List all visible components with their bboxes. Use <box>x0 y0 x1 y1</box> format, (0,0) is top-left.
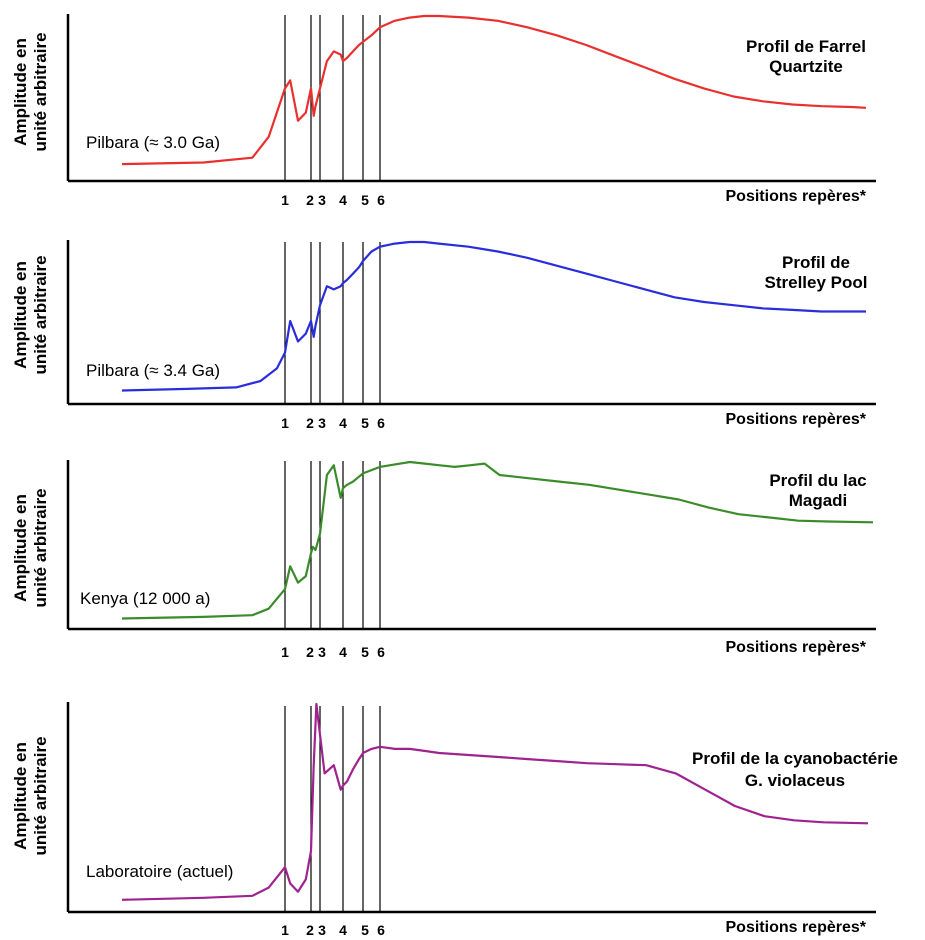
profile-title-line-1: Profil de Farrel <box>746 37 866 56</box>
chart-panel-3: 1 2 3 4 5 6 Positions repères* Amplitude en unit… <box>11 460 876 660</box>
sample-label: Pilbara (≈ 3.4 Ga) <box>86 361 220 380</box>
x-axis-label: Positions repères* <box>726 411 867 428</box>
y-axis-label-line-2: unité arbitraire <box>31 32 50 151</box>
profile-title-line-2: Quartzite <box>769 57 843 76</box>
y-axis-label-line-1: Amplitude en <box>11 494 30 602</box>
chart-panel-4: 1 2 3 4 5 6 Positions repères* Amplitude en unit… <box>11 702 898 938</box>
sample-label: Pilbara (≈ 3.0 Ga) <box>86 133 220 152</box>
tick-label-2: 2 <box>306 415 314 431</box>
profile-title-line-1: Profil de la cyanobactérie <box>692 749 898 768</box>
sample-label: Laboratoire (actuel) <box>86 862 233 881</box>
profile-title-line-1: Profil du lac <box>769 471 866 490</box>
tick-label-3: 3 <box>318 192 326 208</box>
profile-curve <box>121 14 867 166</box>
tick-label-2: 2 <box>306 644 314 660</box>
tick-label-3: 3 <box>318 415 326 431</box>
chart-panel-1: 1 2 3 4 5 6 Positions repères* Amplitude en unit… <box>11 14 876 208</box>
profile-title-line-2: Magadi <box>789 491 848 510</box>
tick-label-4: 4 <box>339 192 347 208</box>
tick-label-1: 1 <box>281 192 289 208</box>
tick-label-6: 6 <box>377 192 385 208</box>
sample-label: Kenya (12 000 a) <box>80 589 210 608</box>
y-axis-label-line-1: Amplitude en <box>11 742 30 850</box>
x-axis-label: Positions repères* <box>726 919 867 936</box>
tick-label-4: 4 <box>339 644 347 660</box>
profile-title-line-1: Profil de <box>782 253 850 272</box>
x-axis-label: Positions repères* <box>726 188 867 205</box>
y-axis-label-line-2: unité arbitraire <box>31 255 50 374</box>
profile-curve <box>121 702 869 901</box>
tick-label-5: 5 <box>361 922 369 938</box>
chart-panel-2: 1 2 3 4 5 6 Positions repères* Amplitude en unit… <box>11 240 876 431</box>
tick-label-3: 3 <box>318 922 326 938</box>
x-axis-label: Positions repères* <box>726 639 867 656</box>
tick-label-3: 3 <box>318 644 326 660</box>
tick-label-4: 4 <box>339 922 347 938</box>
tick-label-1: 1 <box>281 644 289 660</box>
tick-label-5: 5 <box>361 192 369 208</box>
tick-label-5: 5 <box>361 415 369 431</box>
y-axis-label-line-1: Amplitude en <box>11 261 30 369</box>
profile-title-line-2: G. violaceus <box>745 771 845 790</box>
tick-label-6: 6 <box>377 644 385 660</box>
y-axis-label-line-2: unité arbitraire <box>31 488 50 607</box>
tick-label-2: 2 <box>306 192 314 208</box>
tick-label-2: 2 <box>306 922 314 938</box>
tick-label-1: 1 <box>281 415 289 431</box>
tick-label-6: 6 <box>377 415 385 431</box>
tick-label-5: 5 <box>361 644 369 660</box>
profile-title-line-2: Strelley Pool <box>765 273 868 292</box>
tick-label-6: 6 <box>377 922 385 938</box>
tick-label-1: 1 <box>281 922 289 938</box>
profile-curve <box>121 240 866 392</box>
tick-label-4: 4 <box>339 415 347 431</box>
profile-curve <box>121 460 874 620</box>
y-axis-label-line-1: Amplitude en <box>11 38 30 146</box>
y-axis-label-line-2: unité arbitraire <box>31 736 50 855</box>
